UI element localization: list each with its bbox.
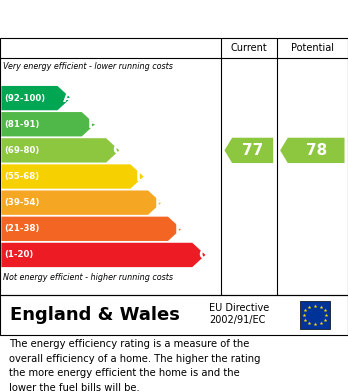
FancyBboxPatch shape: [300, 301, 330, 329]
Polygon shape: [1, 190, 161, 215]
Text: EU Directive
2002/91/EC: EU Directive 2002/91/EC: [209, 303, 269, 325]
Text: (21-38): (21-38): [5, 224, 40, 233]
Text: Potential: Potential: [291, 43, 334, 53]
Text: (81-91): (81-91): [5, 120, 40, 129]
Text: C: C: [112, 143, 122, 158]
Polygon shape: [1, 138, 119, 163]
Text: (1-20): (1-20): [5, 251, 34, 260]
Polygon shape: [1, 164, 144, 189]
Polygon shape: [1, 217, 181, 241]
Polygon shape: [1, 112, 95, 136]
Text: (39-54): (39-54): [5, 198, 40, 207]
Text: D: D: [136, 170, 148, 183]
Text: The energy efficiency rating is a measure of the
overall efficiency of a home. T: The energy efficiency rating is a measur…: [9, 339, 260, 391]
Text: A: A: [63, 91, 74, 105]
Text: (55-68): (55-68): [5, 172, 40, 181]
Text: Not energy efficient - higher running costs: Not energy efficient - higher running co…: [3, 273, 174, 282]
Polygon shape: [1, 86, 71, 110]
Polygon shape: [1, 243, 206, 267]
Text: 77: 77: [242, 143, 263, 158]
Text: Very energy efficient - lower running costs: Very energy efficient - lower running co…: [3, 62, 173, 71]
Text: (92-100): (92-100): [5, 93, 46, 102]
Text: F: F: [174, 222, 184, 236]
Text: Energy Efficiency Rating: Energy Efficiency Rating: [9, 11, 229, 27]
Text: G: G: [198, 248, 209, 262]
Text: (69-80): (69-80): [5, 146, 40, 155]
Text: Current: Current: [230, 43, 267, 53]
Text: E: E: [155, 196, 164, 210]
Text: B: B: [88, 117, 98, 131]
Text: England & Wales: England & Wales: [10, 306, 180, 324]
Text: 78: 78: [306, 143, 327, 158]
Polygon shape: [280, 138, 345, 163]
Polygon shape: [224, 138, 273, 163]
